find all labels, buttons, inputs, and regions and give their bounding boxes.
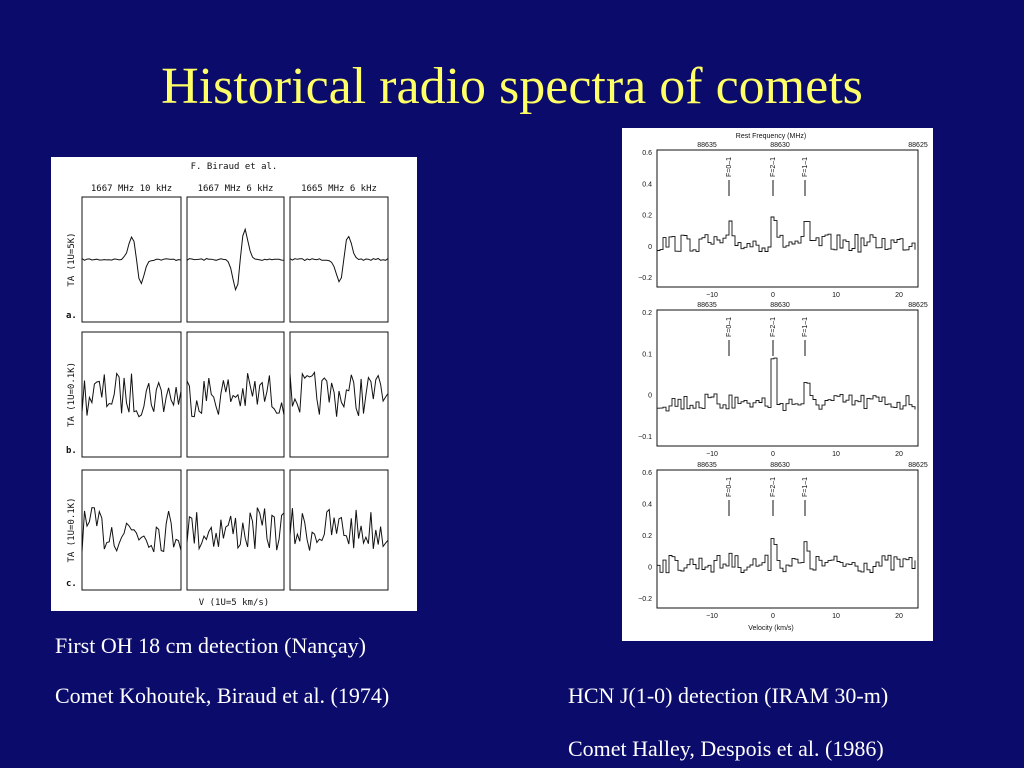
x-tick-label: −10 (706, 613, 718, 620)
y-tick-label: 0.4 (642, 502, 652, 509)
line-label: F=0–1 (726, 157, 733, 177)
row-label: a. (66, 311, 77, 321)
x-tick-label: 20 (895, 292, 903, 299)
figure-header: F. Biraud et al. (191, 162, 278, 172)
frequency-tick: 88625 (908, 302, 928, 309)
y-tick-label: 0.6 (642, 150, 652, 157)
frequency-tick: 88635 (697, 302, 717, 309)
line-label: F=1–1 (802, 317, 809, 337)
y-tick-label: −0.1 (638, 434, 652, 441)
x-tick-label: 0 (771, 613, 775, 620)
y-tick-label: 0.2 (642, 213, 652, 220)
y-tick-label: 0 (648, 244, 652, 251)
x-tick-label: 10 (832, 292, 840, 299)
line-label: F=0–1 (726, 317, 733, 337)
axis-label: TA (1U=5K) (67, 232, 77, 286)
slide-title: Historical radio spectra of comets (161, 58, 863, 115)
spectrum-curve (289, 508, 389, 551)
spectrum-curve (81, 235, 182, 285)
x-axis-label: Velocity (km/s) (748, 625, 794, 632)
left-figure (51, 157, 417, 611)
caption: Comet Kohoutek, Biraud et al. (1974) (55, 683, 389, 708)
y-tick-label: −0.2 (638, 275, 652, 282)
caption: HCN J(1-0) detection (IRAM 30-m) (568, 683, 888, 708)
spectrum-curve (656, 357, 916, 412)
y-tick-label: 0.6 (642, 470, 652, 477)
spectrum-panel (289, 196, 389, 323)
y-tick-label: 0.1 (642, 351, 652, 358)
spectrum-curve (81, 507, 182, 553)
spectrum-panel (186, 469, 285, 591)
frequency-tick: 88625 (908, 142, 928, 149)
spectrum-curve (656, 216, 916, 253)
x-tick-label: 10 (832, 451, 840, 458)
x-tick-label: −10 (706, 292, 718, 299)
frequency-tick: 88630 (770, 302, 790, 309)
spectrum-curve (186, 507, 285, 551)
x-tick-label: 10 (832, 613, 840, 620)
line-label: F=0–1 (726, 477, 733, 497)
line-label: F=2–1 (770, 157, 777, 177)
right-figure (622, 128, 933, 641)
spectrum-panel (81, 331, 182, 458)
x-tick-label: −10 (706, 451, 718, 458)
frequency-tick: 88630 (770, 462, 790, 469)
frequency-tick: 88635 (697, 142, 717, 149)
spectrum-panel (656, 149, 919, 288)
line-label: F=1–1 (802, 157, 809, 177)
x-tick-label: 0 (771, 451, 775, 458)
x-tick-label: 20 (895, 613, 903, 620)
spectrum-curve (186, 373, 285, 418)
spectrum-curve (186, 227, 285, 292)
x-tick-label: 20 (895, 451, 903, 458)
spectrum-curve (289, 235, 389, 283)
line-label: F=2–1 (770, 477, 777, 497)
y-tick-label: 0.2 (642, 310, 652, 317)
frequency-tick: 88630 (770, 142, 790, 149)
spectrum-curve (289, 370, 389, 417)
spectrum-panel (81, 469, 182, 591)
frequency-tick: 88635 (697, 462, 717, 469)
x-tick-label: 0 (771, 292, 775, 299)
spectrum-panel (186, 331, 285, 458)
spectrum-panel (186, 196, 285, 323)
spectrum-panel (656, 469, 919, 609)
y-tick-label: 0.2 (642, 533, 652, 540)
y-tick-label: 0.4 (642, 181, 652, 188)
line-label: F=2–1 (770, 317, 777, 337)
x-axis-label: V (1U=5 km/s) (199, 598, 269, 608)
spectrum-curve (81, 372, 182, 418)
y-tick-label: 0 (648, 565, 652, 572)
line-label: F=1–1 (802, 477, 809, 497)
frequency-tick: 88625 (908, 462, 928, 469)
axis-label: TA (1U=0.1K) (67, 362, 77, 427)
row-label: c. (66, 579, 77, 589)
caption: First OH 18 cm detection (Nançay) (55, 633, 366, 658)
top-label: Rest Frequency (MHz) (736, 133, 806, 140)
column-header: 1667 MHz 10 kHz (91, 184, 172, 194)
row-label: b. (66, 446, 77, 456)
spectrum-panel (656, 309, 919, 447)
column-header: 1667 MHz 6 kHz (198, 184, 274, 194)
column-header: 1665 MHz 6 kHz (301, 184, 377, 194)
spectrum-curve (656, 538, 916, 574)
caption: Comet Halley, Despois et al. (1986) (568, 736, 884, 761)
spectrum-panel (289, 331, 389, 458)
axis-label: TA (1U=0.1K) (67, 497, 77, 562)
y-tick-label: −0.2 (638, 596, 652, 603)
y-tick-label: 0 (648, 393, 652, 400)
